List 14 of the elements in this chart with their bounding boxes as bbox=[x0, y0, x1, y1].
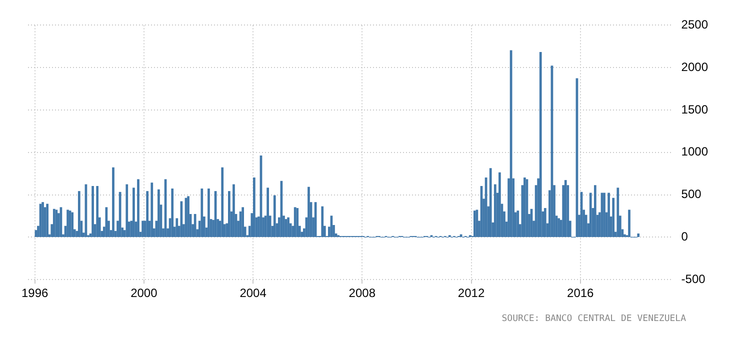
y-tick-label: 500 bbox=[681, 187, 702, 202]
x-tick-label: 2016 bbox=[567, 286, 594, 300]
y-tick-label: -500 bbox=[681, 272, 706, 286]
x-tick-label: 2008 bbox=[348, 286, 376, 300]
y-tick-label: 2000 bbox=[681, 60, 708, 74]
y-tick-label: 0 bbox=[681, 230, 688, 244]
x-tick-label: 2012 bbox=[458, 286, 485, 300]
y-tick-label: 1500 bbox=[681, 102, 708, 116]
x-tick-label: 2000 bbox=[130, 286, 158, 300]
x-tick-label: 2004 bbox=[240, 286, 267, 300]
y-tick-label: 1000 bbox=[681, 144, 708, 159]
source-note: SOURCE: BANCO CENTRAL DE VENEZUELA bbox=[500, 314, 687, 324]
x-tick-label: 1996 bbox=[21, 286, 48, 300]
y-tick-label: 2500 bbox=[681, 18, 708, 32]
